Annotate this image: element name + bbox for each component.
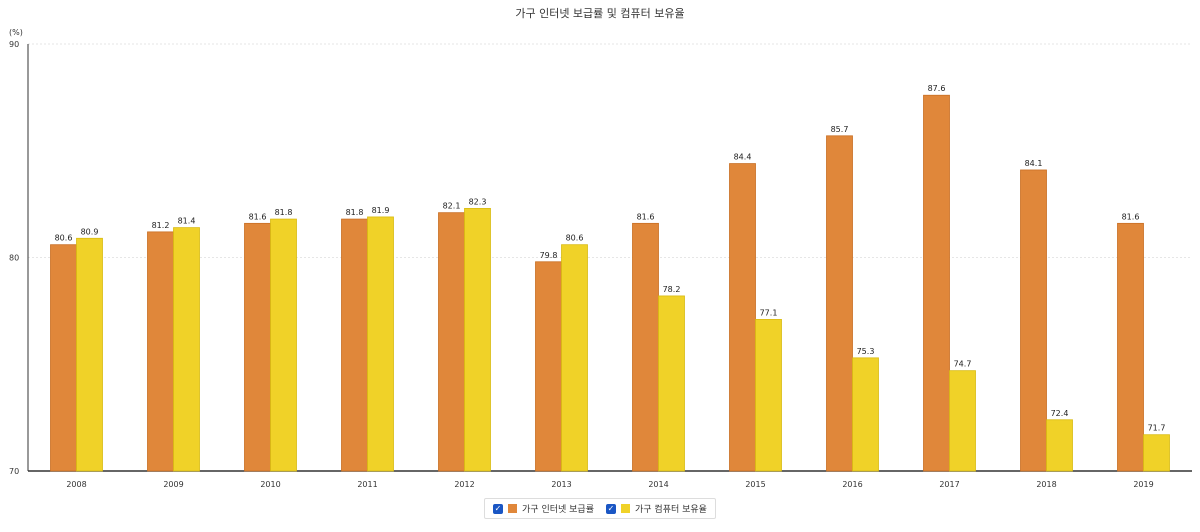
x-tick-label: 2017 xyxy=(939,480,959,489)
data-label: 84.4 xyxy=(734,153,752,162)
data-label: 72.4 xyxy=(1051,409,1069,418)
x-tick-label: 2008 xyxy=(66,480,86,489)
bar-internet xyxy=(535,261,562,472)
y-axis-label: (%) xyxy=(9,28,23,37)
bar-internet xyxy=(1117,222,1144,472)
legend-item[interactable]: ✓ 가구 인터넷 보급률 xyxy=(493,502,594,515)
bar-internet xyxy=(341,218,368,472)
legend: ✓ 가구 인터넷 보급률 ✓ 가구 컴퓨터 보유율 xyxy=(0,498,1200,519)
x-tick-label: 2019 xyxy=(1133,480,1153,489)
bar-internet xyxy=(1020,169,1047,472)
x-tick-label: 2010 xyxy=(260,480,280,489)
y-tick-label: 70 xyxy=(9,467,19,476)
legend-box: ✓ 가구 인터넷 보급률 ✓ 가구 컴퓨터 보유율 xyxy=(484,498,716,519)
x-tick-label: 2009 xyxy=(163,480,183,489)
legend-label: 가구 컴퓨터 보유율 xyxy=(635,505,707,515)
data-label: 81.2 xyxy=(152,221,170,230)
data-label: 85.7 xyxy=(831,125,849,134)
legend-swatch xyxy=(621,504,630,513)
bar-computer xyxy=(658,295,685,472)
x-tick-label: 2011 xyxy=(357,480,377,489)
x-tick-label: 2014 xyxy=(648,480,668,489)
bar-computer xyxy=(367,216,394,472)
data-label: 81.6 xyxy=(1122,212,1140,221)
bar-internet xyxy=(50,244,77,472)
data-label: 81.4 xyxy=(178,217,196,226)
bar-computer xyxy=(76,237,103,472)
bar-computer xyxy=(464,207,491,472)
chart-title: 가구 인터넷 보급률 및 컴퓨터 보유율 xyxy=(515,7,684,20)
bar-internet xyxy=(438,212,465,472)
checkbox-icon[interactable]: ✓ xyxy=(493,503,504,514)
x-tick-label: 2012 xyxy=(454,480,474,489)
legend-label: 가구 인터넷 보급률 xyxy=(522,505,594,515)
data-label: 80.6 xyxy=(566,234,584,243)
data-label: 81.9 xyxy=(372,206,390,215)
bar-computer xyxy=(173,227,200,472)
bar-internet xyxy=(147,231,174,472)
legend-swatch xyxy=(508,504,518,513)
bar-internet xyxy=(729,163,756,472)
bar-internet xyxy=(244,222,271,472)
data-label: 84.1 xyxy=(1025,159,1043,168)
data-label: 74.7 xyxy=(954,360,972,369)
bar-computer xyxy=(949,370,976,472)
bar-internet xyxy=(826,135,853,472)
data-label: 80.6 xyxy=(55,234,73,243)
data-label: 78.2 xyxy=(663,285,681,294)
data-label: 82.1 xyxy=(443,202,461,211)
data-label: 81.8 xyxy=(346,208,364,217)
data-label: 81.6 xyxy=(249,212,267,221)
bar-computer xyxy=(561,244,588,472)
x-tick-label: 2016 xyxy=(842,480,862,489)
x-tick-label: 2015 xyxy=(745,480,765,489)
legend-item[interactable]: ✓ 가구 컴퓨터 보유율 xyxy=(606,502,707,515)
bar-computer xyxy=(755,319,782,472)
checkbox-icon[interactable]: ✓ xyxy=(606,503,616,514)
data-label: 82.3 xyxy=(469,197,487,206)
bar-computer xyxy=(270,218,297,472)
x-tick-label: 2013 xyxy=(551,480,571,489)
bar-computer xyxy=(1046,419,1073,472)
bar-internet xyxy=(923,94,950,472)
data-label: 87.6 xyxy=(928,84,946,93)
data-label: 81.8 xyxy=(275,208,293,217)
data-label: 80.9 xyxy=(81,227,99,236)
y-tick-label: 90 xyxy=(9,40,19,49)
data-label: 75.3 xyxy=(857,347,875,356)
data-label: 81.6 xyxy=(637,212,655,221)
bar-computer xyxy=(1143,434,1170,472)
y-tick-label: 80 xyxy=(9,254,19,263)
bar-internet xyxy=(632,222,659,472)
bar-computer xyxy=(852,357,879,472)
data-label: 79.8 xyxy=(540,251,558,260)
x-tick-label: 2018 xyxy=(1036,480,1056,489)
data-label: 77.1 xyxy=(760,308,778,317)
data-label: 71.7 xyxy=(1148,424,1166,433)
